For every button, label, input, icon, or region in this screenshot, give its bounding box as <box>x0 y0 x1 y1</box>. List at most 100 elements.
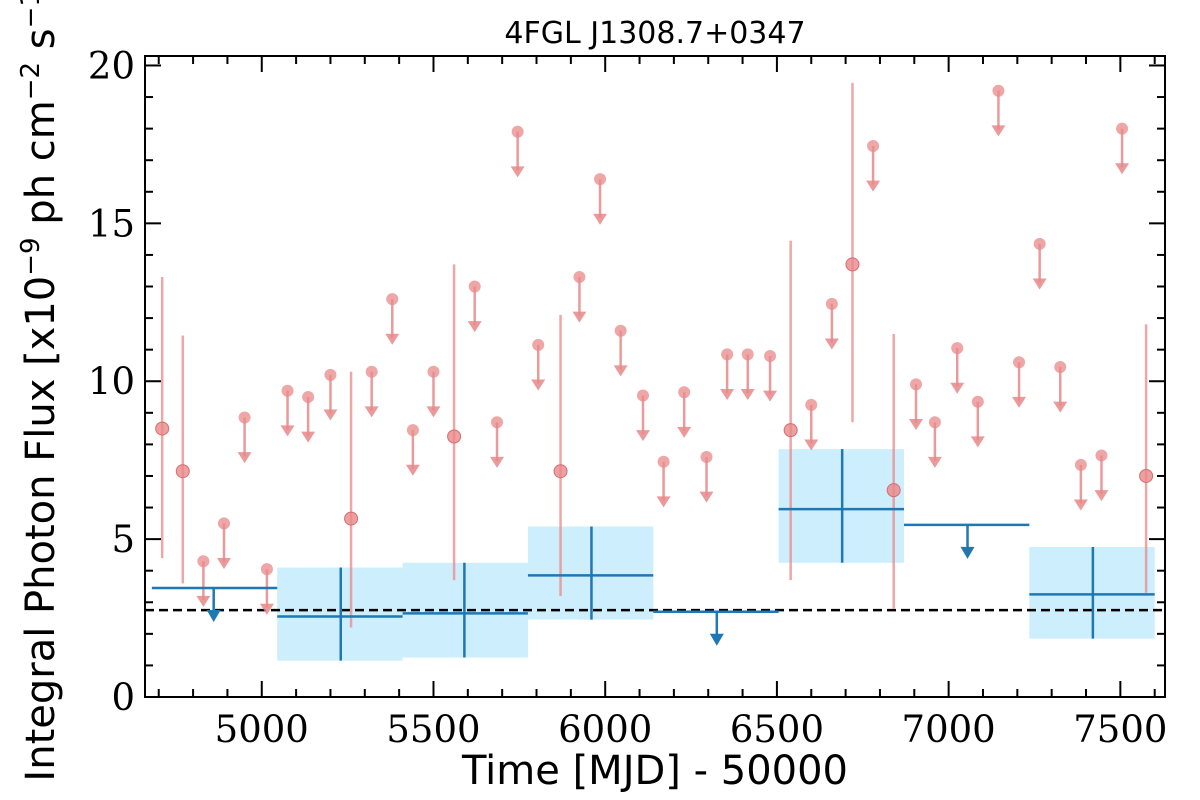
short-bin-ul-arrow <box>301 431 316 443</box>
x-tick-labels: 5000 5500 6000 6500 7000 7500 <box>215 708 1168 751</box>
y-axis-title: Integral Photon Flux [x10−9 ph cm−2 s−1] <box>16 0 64 782</box>
short-bin-ul-point <box>700 451 713 464</box>
short-bin-ul-point <box>657 455 670 468</box>
short-bin-point <box>175 464 190 479</box>
y-axis-title-pre: Integral Photon Flux [x10 <box>18 276 64 782</box>
short-bin-ul-point <box>1054 361 1067 374</box>
short-bin-ul-arrow <box>405 464 420 476</box>
short-bin-point <box>344 511 359 526</box>
short-bin-ul-arrow <box>804 439 819 451</box>
short-bin-point <box>447 429 462 444</box>
short-bin-ul-arrow <box>1032 278 1047 290</box>
short-bin-ul-arrow <box>613 365 628 377</box>
short-bin-ul-point <box>573 271 586 284</box>
short-bin-ul-point <box>324 368 337 381</box>
short-bin-ul-arrow <box>510 166 525 178</box>
short-bin-ul-point <box>992 84 1005 97</box>
short-bin-ul-arrow <box>531 379 546 391</box>
y-tick-label: 15 <box>88 202 135 245</box>
short-bin-ul-point <box>825 297 838 310</box>
short-bin-ul-arrow <box>216 557 231 569</box>
long-bin-series <box>151 449 1155 661</box>
short-bin-ul-arrow <box>866 180 881 192</box>
short-bin-ul-arrow <box>259 603 274 615</box>
short-bin-ul-arrow <box>927 456 942 468</box>
short-bin-ul-arrow <box>1012 396 1027 408</box>
short-bin-ul-point <box>260 563 273 576</box>
short-bin-point <box>155 421 170 436</box>
short-bin-ul-arrow <box>364 406 379 418</box>
y-tick-label: 5 <box>111 518 135 561</box>
short-bin-ul-arrow <box>1073 499 1088 511</box>
short-bin-point <box>845 257 860 272</box>
short-bin-ul-arrow <box>950 382 965 394</box>
short-bin-ul-point <box>928 416 941 429</box>
short-bin-ul-point <box>910 378 923 391</box>
short-bin-ul-point <box>427 365 440 378</box>
y-tick-label: 10 <box>88 360 135 403</box>
short-bin-ul-point <box>217 517 230 530</box>
short-bin-ul-point <box>197 555 210 568</box>
y-axis-title-exp1: −9 <box>16 237 46 275</box>
short-bin-point <box>886 483 901 498</box>
short-bin-ul-arrow <box>824 338 839 350</box>
y-axis-title-mid2: s <box>18 28 64 62</box>
plot-frame <box>144 55 1166 698</box>
short-bin-ul-arrow <box>656 496 671 508</box>
short-bin-point <box>553 464 568 479</box>
short-bin-ul-arrow <box>385 333 400 345</box>
short-bin-ul-arrow <box>1053 401 1068 413</box>
short-bin-ul-arrow <box>1094 490 1109 502</box>
short-bin-ul-arrow <box>991 125 1006 137</box>
short-bin-ul-point <box>511 125 524 138</box>
short-bin-ul-point <box>1074 458 1087 471</box>
short-bin-point <box>783 423 798 438</box>
short-bin-ul-point <box>238 411 251 424</box>
long-bin-ul-arrow <box>709 633 724 646</box>
short-bin-ul-arrow <box>237 452 252 464</box>
short-bin-ul-point <box>1013 356 1026 369</box>
y-tick-label: 0 <box>111 676 135 719</box>
short-bin-ul-arrow <box>909 419 924 431</box>
short-bin-ul-arrow <box>635 430 650 442</box>
x-tick-label: 6000 <box>558 708 652 751</box>
short-bin-ul-point <box>764 349 777 362</box>
short-bin-ul-arrow <box>970 436 985 448</box>
short-bin-ul-point <box>491 416 504 429</box>
short-bin-ul-point <box>971 395 984 408</box>
y-axis-title-exp2: −2 <box>16 62 46 100</box>
short-bin-ul-point <box>678 386 691 399</box>
short-bin-point <box>1139 468 1154 483</box>
x-axis-title: Time [MJD] - 50000 <box>461 748 848 794</box>
short-bin-ul-arrow <box>467 321 482 333</box>
x-tick-label: 7000 <box>902 708 996 751</box>
short-bin-ul-arrow <box>490 456 505 468</box>
short-bin-ul-arrow <box>740 389 755 401</box>
long-bin-ul-arrow <box>960 546 975 559</box>
short-bin-ul-point <box>468 280 481 293</box>
short-bin-ul-point <box>951 342 964 355</box>
short-bin-ul-point <box>1033 237 1046 250</box>
short-bin-ul-point <box>302 391 315 404</box>
x-tick-label: 7500 <box>1073 708 1167 751</box>
short-bin-series <box>155 82 1154 628</box>
short-bin-ul-arrow <box>196 595 211 607</box>
short-bin-ul-point <box>721 348 734 361</box>
short-bin-ul-point <box>636 389 649 402</box>
short-bin-ul-arrow <box>677 426 692 438</box>
short-bin-ul-point <box>406 424 419 437</box>
short-bin-ul-arrow <box>593 213 608 225</box>
x-tick-label: 5000 <box>215 708 309 751</box>
chart-title: 4FGL J1308.7+0347 <box>504 16 805 51</box>
y-tick-labels: 0 5 10 15 20 <box>88 44 135 719</box>
short-bin-ul-point <box>1095 449 1108 462</box>
short-bin-ul-point <box>532 338 545 351</box>
x-tick-label: 6500 <box>730 708 824 751</box>
short-bin-ul-point <box>614 324 627 337</box>
y-axis-title-exp3: −1 <box>16 0 46 28</box>
short-bin-ul-point <box>867 139 880 152</box>
short-bin-ul-point <box>281 384 294 397</box>
short-bin-ul-arrow <box>1115 163 1130 175</box>
y-axis-title-mid: ph cm <box>18 100 64 237</box>
